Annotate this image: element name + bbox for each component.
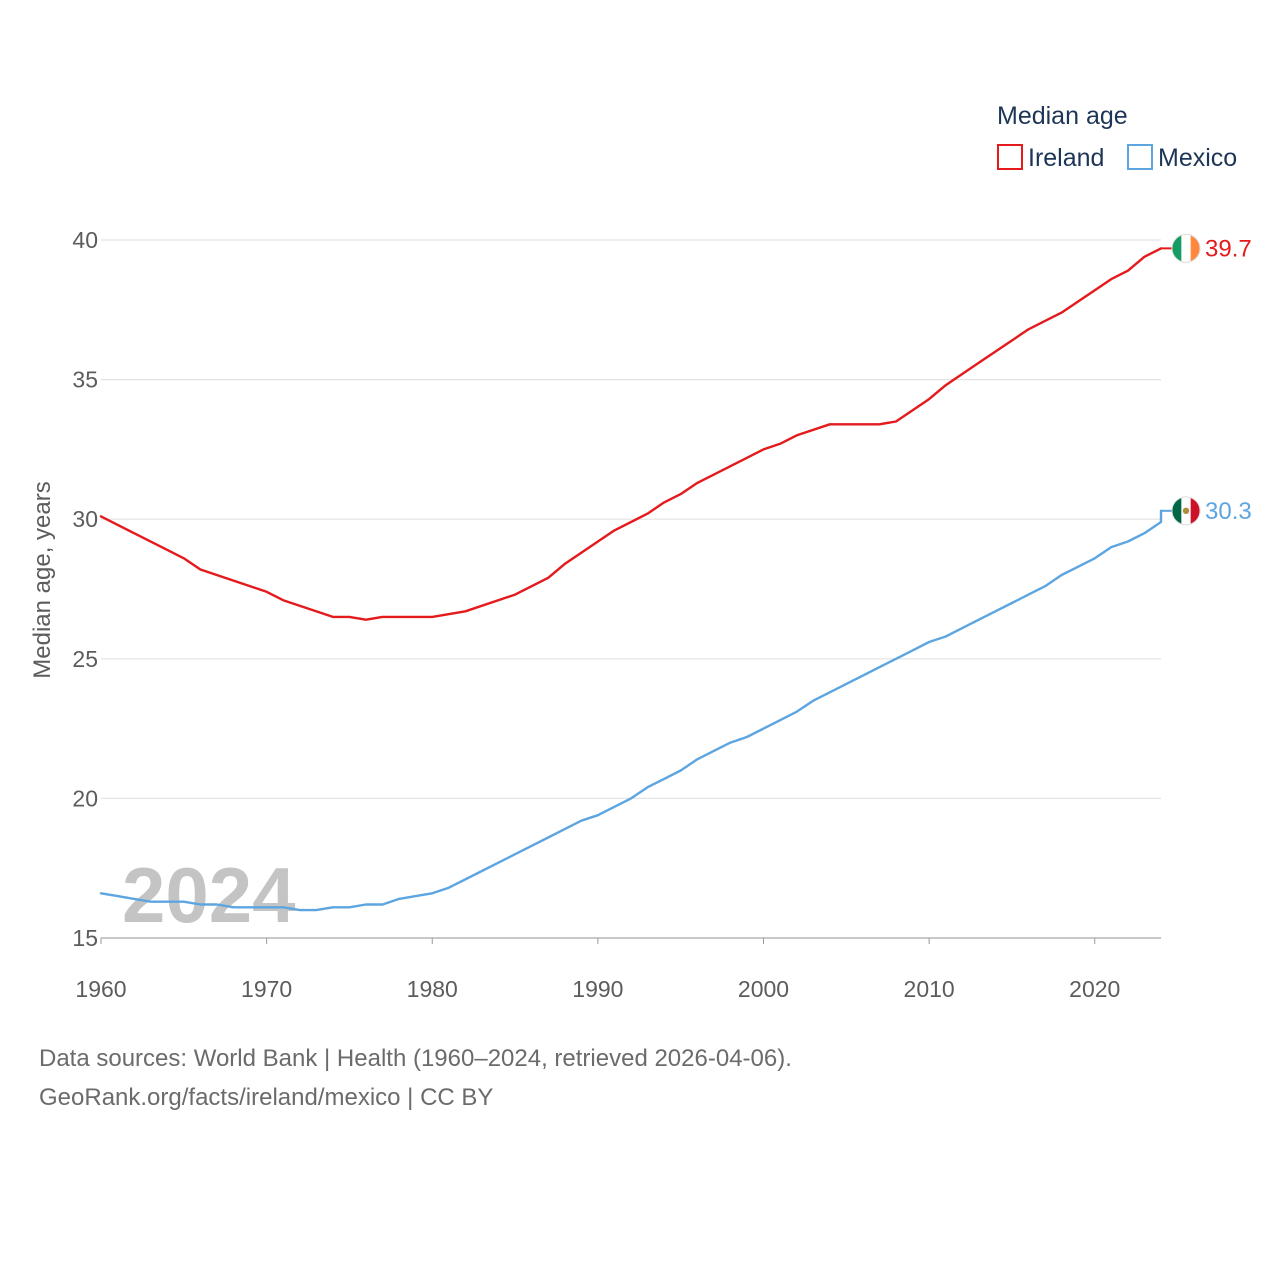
- x-tick-label: 1960: [75, 976, 126, 1002]
- legend-label-mexico[interactable]: Mexico: [1158, 144, 1237, 172]
- legend-swatch-ireland[interactable]: [997, 144, 1023, 170]
- axes: 15 20 25 30 35 40 1960 1970 1980 1990 2000 2010 2020: [72, 227, 1161, 1002]
- median-age-chart: 15 20 25 30 35 40 1960 1970 1980 1990 2000 2010 2020…: [29, 102, 1252, 1002]
- mexico-flag-icon: [1171, 496, 1201, 526]
- end-value-label-ireland: 39.7: [1205, 235, 1252, 262]
- y-tick-label: 35: [72, 367, 98, 393]
- y-tick-label: 25: [72, 646, 98, 672]
- x-tick-label: 1980: [407, 976, 458, 1002]
- data-source-text: Data sources: World Bank | Health (1960–…: [39, 1045, 792, 1072]
- series-line-mexico[interactable]: [99, 509, 1163, 912]
- x-tick-label: 2010: [904, 976, 955, 1002]
- legend: Median age Ireland Mexico: [997, 102, 1237, 172]
- x-tick-label: 1970: [241, 976, 292, 1002]
- legend-swatch-mexico[interactable]: [1127, 144, 1153, 170]
- y-tick-label: 40: [72, 227, 98, 253]
- x-tick-label: 2000: [738, 976, 789, 1002]
- x-tick-label: 2020: [1069, 976, 1120, 1002]
- year-watermark: 2024: [122, 851, 296, 939]
- y-axis-title: Median age, years: [29, 481, 56, 678]
- y-tick-label: 15: [72, 925, 98, 951]
- legend-title: Median age: [997, 102, 1128, 130]
- y-tick-label: 20: [72, 785, 98, 811]
- x-tick-label: 1990: [572, 976, 623, 1002]
- attribution-text: GeoRank.org/facts/ireland/mexico | CC BY: [39, 1084, 494, 1111]
- end-markers: 39.7 30.3: [1161, 233, 1252, 526]
- legend-label-ireland[interactable]: Ireland: [1028, 144, 1104, 172]
- series-lines: [99, 247, 1163, 912]
- y-tick-label: 30: [72, 506, 98, 532]
- series-line-ireland[interactable]: [99, 247, 1163, 621]
- end-value-label-mexico: 30.3: [1205, 498, 1252, 525]
- ireland-flag-icon: [1171, 233, 1201, 263]
